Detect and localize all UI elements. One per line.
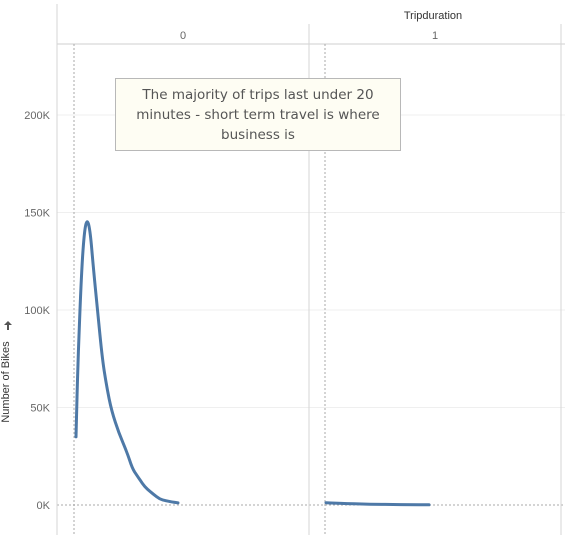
series-line-0[interactable] (74, 220, 180, 505)
y-tick-label: 150K (24, 208, 50, 220)
annotation-text: The majority of trips last under 20 minu… (136, 86, 380, 143)
grid-layer (57, 114, 565, 506)
pane-header-0: 0 (180, 30, 186, 42)
y-tick-label: 100K (24, 305, 50, 317)
annotation-box: The majority of trips last under 20 minu… (115, 78, 401, 151)
y-tick-label: 0K (37, 500, 51, 512)
sort-icon[interactable] (4, 321, 12, 330)
y-tick-label: 200K (24, 110, 50, 122)
y-axis-label: Number of Bikes (0, 341, 12, 423)
series-lines (74, 220, 431, 507)
column-header-title: Tripduration (404, 10, 462, 22)
y-tick-label: 50K (30, 403, 50, 415)
series-line-1[interactable] (324, 501, 431, 507)
y-axis-ticks: 0K 50K 100K 150K 200K (24, 110, 50, 512)
pane-header-1: 1 (432, 30, 438, 42)
